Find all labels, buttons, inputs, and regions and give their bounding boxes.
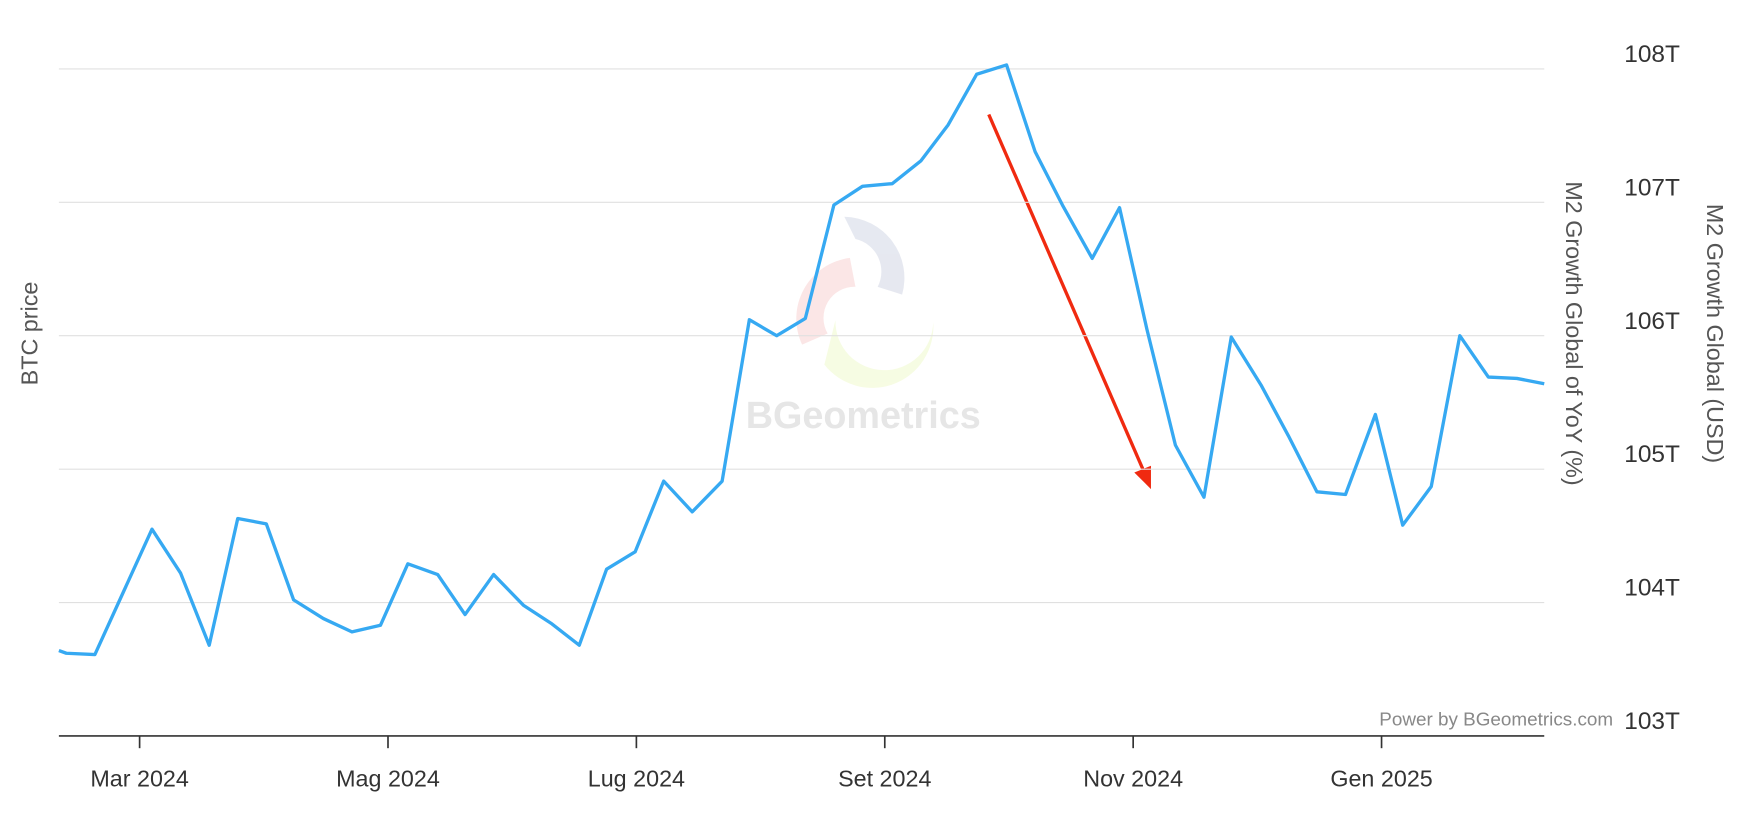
y-tick-label: 106T bbox=[1624, 308, 1680, 335]
annotation-arrow bbox=[987, 113, 1151, 490]
y-tick-label: 103T bbox=[1624, 708, 1680, 735]
inner-axis-title: M2 Growth Global of YoY (%) bbox=[1561, 181, 1587, 485]
y-tick-label: 104T bbox=[1624, 575, 1680, 602]
left-axis-title: BTC price bbox=[16, 282, 42, 386]
watermark: BGeometrics bbox=[746, 395, 981, 437]
line-series bbox=[58, 63, 1545, 657]
y-tick-label: 108T bbox=[1624, 41, 1680, 68]
x-tick-label: Set 2024 bbox=[838, 766, 931, 792]
x-tick-label: Lug 2024 bbox=[588, 766, 685, 792]
y-tick-label: 105T bbox=[1624, 441, 1680, 468]
x-tick-label: Mag 2024 bbox=[336, 766, 440, 792]
y-axis-title: M2 Growth Global (USD) bbox=[1702, 204, 1728, 463]
watermark-logo bbox=[796, 216, 934, 388]
credit: Power by BGeometrics.com bbox=[1379, 709, 1613, 730]
y-tick-label: 107T bbox=[1624, 174, 1680, 201]
x-tick-label: Gen 2025 bbox=[1330, 766, 1432, 792]
x-tick-label: Nov 2024 bbox=[1083, 766, 1183, 792]
x-tick-label: Mar 2024 bbox=[90, 766, 189, 792]
